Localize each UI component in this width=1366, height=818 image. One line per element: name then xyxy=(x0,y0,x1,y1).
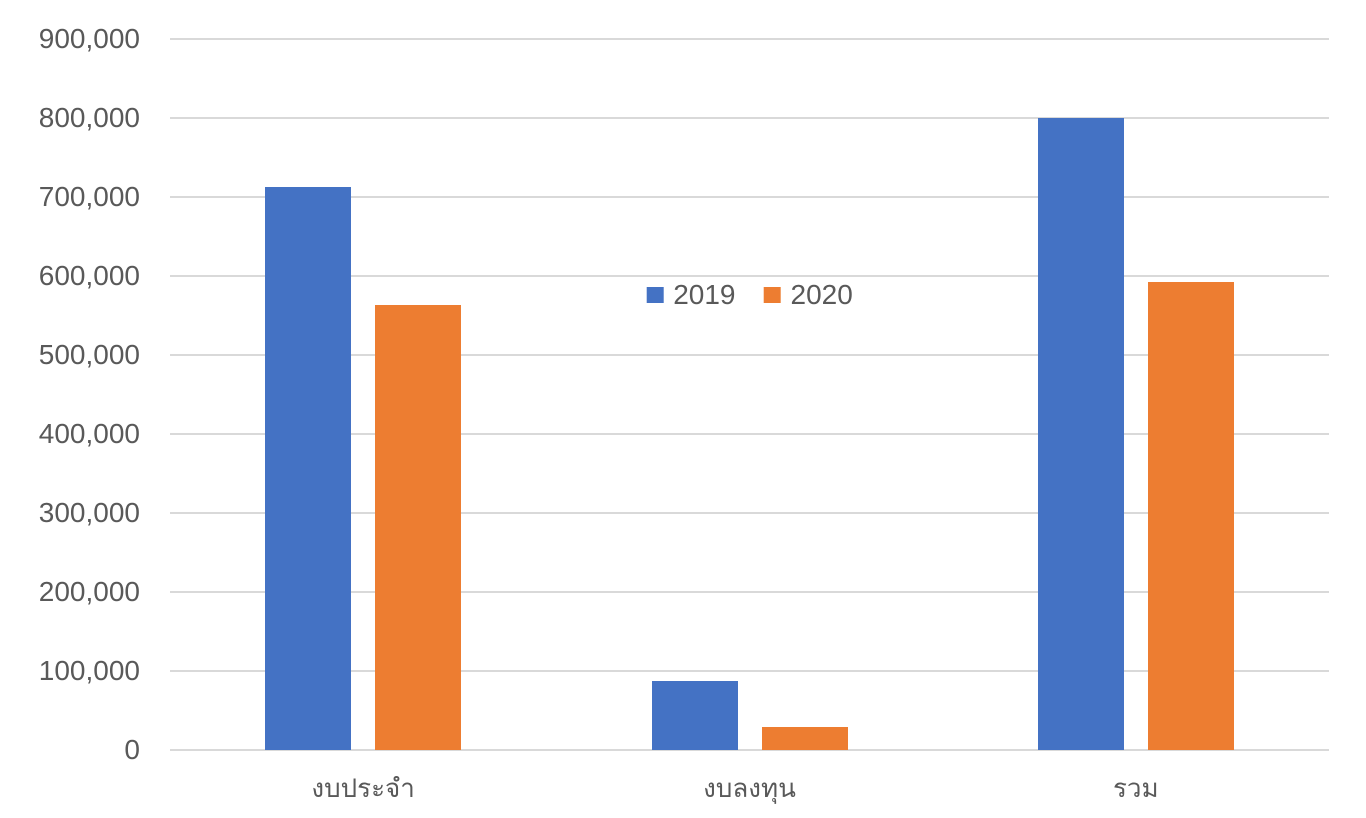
bar-2020-category-0[interactable] xyxy=(375,305,462,750)
legend-item-2019[interactable]: 2019 xyxy=(646,279,736,311)
gridline-500,000 xyxy=(170,354,1329,356)
legend-swatch-2019 xyxy=(646,287,664,303)
y-tick-label: 400,000 xyxy=(38,418,140,449)
bar-2020-category-2[interactable] xyxy=(1147,282,1234,750)
category-label-0: งบประจำ xyxy=(311,773,415,803)
category-label-1: งบลงทุน xyxy=(703,773,796,803)
bar-2019-category-2[interactable] xyxy=(1037,118,1124,750)
gridline-900,000 xyxy=(170,38,1329,40)
legend-item-2020[interactable]: 2020 xyxy=(763,279,853,311)
gridline-100,000 xyxy=(170,670,1329,672)
y-tick-label: 0 xyxy=(124,734,140,765)
gridline-0 xyxy=(170,749,1329,751)
y-tick-label: 600,000 xyxy=(38,260,140,291)
legend: 2019 2020 xyxy=(646,279,853,311)
plot-area: 2019 2020 xyxy=(170,38,1329,751)
legend-swatch-2020 xyxy=(763,287,781,303)
y-tick-label: 100,000 xyxy=(38,655,140,686)
gridline-200,000 xyxy=(170,591,1329,593)
y-tick-label: 900,000 xyxy=(38,23,140,54)
bar-2019-category-1[interactable] xyxy=(651,681,738,750)
category-label-2: รวม xyxy=(1112,773,1159,803)
bar-2019-category-0[interactable] xyxy=(265,186,352,750)
y-tick-label: 300,000 xyxy=(38,497,140,528)
bar-2020-category-1[interactable] xyxy=(761,727,848,750)
y-tick-label: 700,000 xyxy=(38,181,140,212)
legend-label: 2019 xyxy=(673,279,736,310)
y-tick-label: 500,000 xyxy=(38,339,140,370)
y-tick-label: 800,000 xyxy=(38,102,140,133)
gridline-300,000 xyxy=(170,512,1329,514)
gridline-700,000 xyxy=(170,196,1329,198)
legend-label: 2020 xyxy=(790,279,853,310)
y-tick-label: 200,000 xyxy=(38,576,140,607)
gridline-400,000 xyxy=(170,433,1329,435)
gridline-600,000 xyxy=(170,275,1329,277)
gridline-800,000 xyxy=(170,117,1329,119)
